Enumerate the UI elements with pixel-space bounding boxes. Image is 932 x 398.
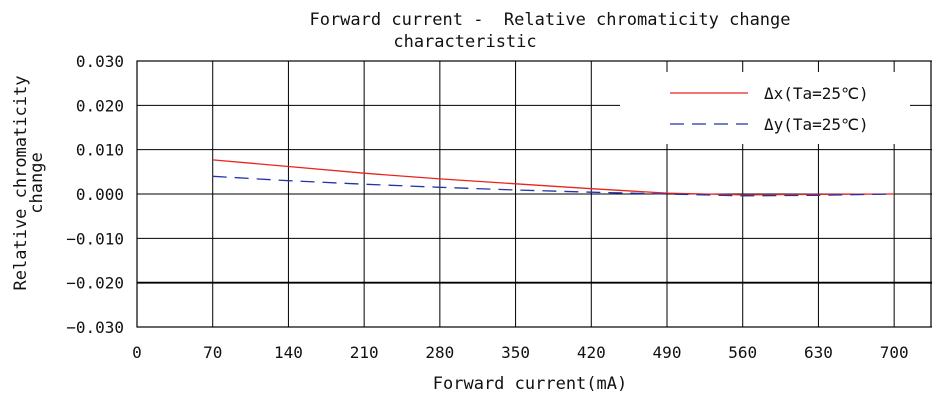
y-tick-label: 0.010	[76, 141, 124, 160]
series-line-dy	[212, 175, 895, 197]
x-tick-label: 210	[350, 343, 379, 362]
x-tick-labels: 0 70 140 210 280 350 420 490 560 630 700	[132, 343, 908, 362]
y-tick-label: −0.010	[66, 229, 124, 248]
x-tick-label: 70	[203, 343, 222, 362]
x-tick-label: 490	[653, 343, 682, 362]
legend: Δx(Ta=25℃) Δy(Ta=25℃)	[620, 72, 910, 144]
y-tick-label: 0.000	[76, 185, 124, 204]
chart-title-line-1: Forward current - Relative chromaticity …	[309, 10, 790, 30]
y-tick-labels: 0.030 0.020 0.010 0.000 −0.010 −0.020 −0.030	[66, 52, 124, 337]
x-tick-label: 140	[274, 343, 303, 362]
grid	[136, 60, 932, 328]
x-tick-label: 560	[728, 343, 757, 362]
y-tick-label: 0.030	[76, 52, 124, 71]
x-tick-label: 420	[577, 343, 606, 362]
legend-label-dx: Δx(Ta=25℃)	[764, 84, 869, 103]
chart-title-line-2: characteristic	[393, 32, 536, 52]
x-tick-label: 280	[425, 343, 454, 362]
y-tick-label: −0.020	[66, 274, 124, 293]
x-tick-label: 350	[501, 343, 530, 362]
y-axis-label-line-2: change	[27, 152, 47, 213]
x-tick-label: 700	[880, 343, 909, 362]
y-axis-label: Relative chromaticity change	[11, 76, 47, 291]
x-tick-label: 630	[804, 343, 833, 362]
y-tick-label: −0.030	[66, 318, 124, 337]
x-axis-label: Forward current(mA)	[433, 374, 627, 394]
y-axis-label-line-1: Relative chromaticity	[11, 76, 31, 291]
legend-label-dy: Δy(Ta=25℃)	[764, 115, 869, 134]
x-tick-label: 0	[132, 343, 142, 362]
series-line-dx	[212, 159, 895, 196]
y-tick-label: 0.020	[76, 96, 124, 115]
chart-title: Forward current - Relative chromaticity …	[309, 10, 790, 52]
series-layer	[212, 159, 895, 197]
legend-background	[620, 72, 910, 144]
